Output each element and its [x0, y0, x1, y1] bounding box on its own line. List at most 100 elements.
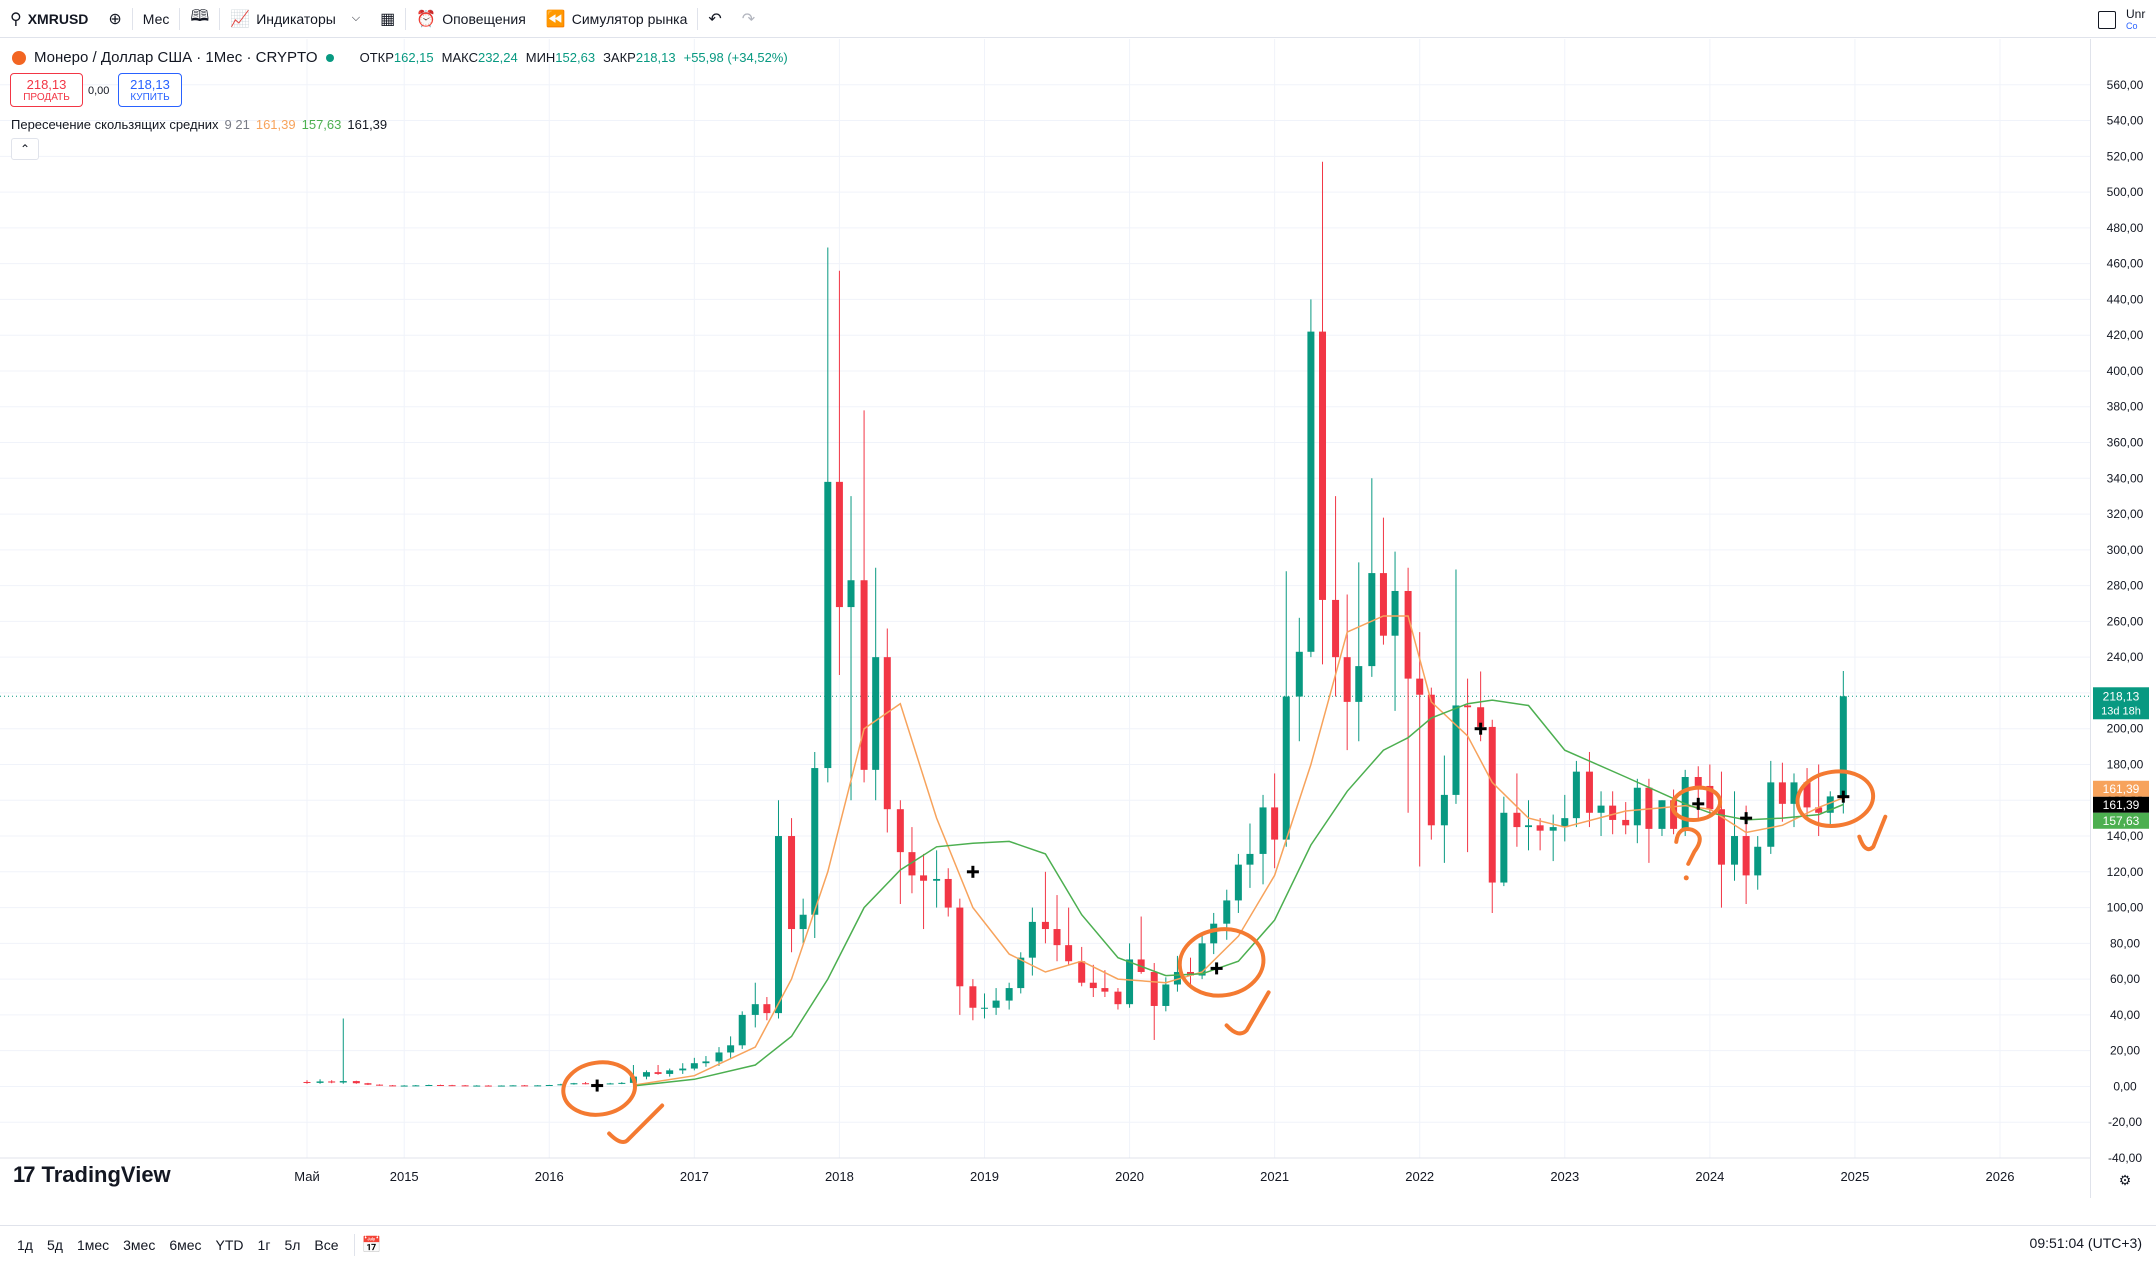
- divider: [219, 7, 221, 30]
- symbol-search[interactable]: ⚲ XMRUSD: [0, 0, 98, 37]
- candle: [1282, 571, 1290, 847]
- candle-body: [1790, 782, 1798, 804]
- chart-type-button[interactable]: 🕮: [180, 0, 219, 37]
- y-tick-label: 440,00: [2107, 292, 2144, 306]
- candle-body: [473, 1085, 481, 1087]
- indicator-value-fast: 161,39: [255, 117, 296, 132]
- range-button[interactable]: 6мес: [169, 1236, 202, 1253]
- fullscreen-checkbox[interactable]: [2098, 11, 2116, 29]
- alerts-button[interactable]: ⏰ Оповещения: [406, 0, 536, 37]
- candle: [956, 898, 964, 1015]
- candle-body: [352, 1081, 360, 1084]
- candle: [1778, 762, 1786, 822]
- candle-body: [618, 1082, 626, 1084]
- range-button[interactable]: 5л: [284, 1236, 301, 1253]
- alerts-label: Оповещения: [442, 10, 526, 27]
- candle: [1525, 800, 1533, 851]
- x-tick-label: 2018: [825, 1169, 854, 1184]
- candle-body: [1017, 957, 1025, 989]
- last-price-badge: 218,13 13d 18h: [2093, 687, 2149, 720]
- candle: [545, 1084, 553, 1087]
- divider: [131, 7, 133, 30]
- alarm-clock-icon: ⏰: [416, 10, 437, 28]
- undo-button[interactable]: ↶: [698, 0, 731, 37]
- candle: [1078, 946, 1086, 987]
- annotation-question-dot: [1683, 875, 1689, 881]
- indicator-legend[interactable]: Пересечение скользящих средних 9 21 161,…: [11, 117, 387, 132]
- candle: [1803, 768, 1811, 819]
- collapse-legend-button[interactable]: ⌃: [11, 138, 39, 160]
- candle-body: [727, 1045, 735, 1053]
- range-button[interactable]: 5д: [46, 1236, 63, 1253]
- candle: [303, 1080, 311, 1084]
- candle-body: [1319, 331, 1327, 600]
- candle-body: [1126, 959, 1134, 1005]
- candle-body: [1717, 809, 1725, 865]
- candle-body: [642, 1072, 650, 1077]
- candle-body: [992, 1000, 1000, 1008]
- range-buttons: 1д 5д 1мес 3мес 6мес YTD 1г 5л Все: [0, 1237, 346, 1253]
- candle-body: [1754, 846, 1762, 876]
- candle: [1513, 773, 1521, 847]
- candle-body: [328, 1081, 336, 1083]
- indicator-badge: 157,63: [2093, 812, 2149, 829]
- candle-body: [1778, 782, 1786, 804]
- search-icon: ⚲: [10, 10, 22, 28]
- x-tick-label: 2024: [1695, 1169, 1724, 1184]
- candle-body: [811, 768, 819, 915]
- cross-marker: [1692, 797, 1705, 810]
- candle: [461, 1085, 469, 1087]
- candle: [1694, 766, 1702, 819]
- candle-body: [412, 1085, 420, 1087]
- range-button[interactable]: 3мес: [123, 1236, 156, 1253]
- candle-body: [1452, 705, 1460, 795]
- templates-button[interactable]: ▦: [370, 0, 405, 37]
- candle-body: [1767, 782, 1775, 847]
- candle: [1223, 889, 1231, 940]
- cross-marker: [591, 1079, 604, 1092]
- y-tick-label: 520,00: [2107, 149, 2144, 163]
- legend-title[interactable]: Монеро / Доллар США · 1Мес · CRYPTO: [34, 49, 318, 66]
- candle-body: [1368, 573, 1376, 667]
- candle: [847, 496, 855, 801]
- candle-body: [1826, 796, 1834, 813]
- price-axis[interactable]: -40,00 -20,00 0,00 20,00 40,00 60,00 80,00 100,…: [2090, 39, 2156, 1198]
- indicators-label: Индикаторы: [256, 10, 336, 27]
- candle-body: [1839, 696, 1847, 797]
- range-button[interactable]: 1г: [257, 1236, 271, 1253]
- candle: [751, 982, 759, 1028]
- sell-button[interactable]: 218,13 ПРОДАТЬ: [10, 73, 83, 107]
- plus-circle-icon: ⊕: [108, 10, 122, 28]
- tradingview-logo[interactable]: 17 TradingView: [13, 1162, 171, 1188]
- replay-button[interactable]: ⏪ Симулятор рынка: [536, 0, 698, 37]
- range-button[interactable]: YTD: [215, 1236, 244, 1253]
- y-tick-label: 280,00: [2107, 579, 2144, 593]
- ohlc-values: ОТКР162,15 МАКС232,24 МИН152,63 ЗАКР218,…: [359, 50, 788, 65]
- interval-button[interactable]: Мес: [133, 0, 180, 37]
- settings-gear-icon[interactable]: ⚙: [2119, 1172, 2132, 1188]
- candle-body: [1198, 943, 1206, 976]
- divider: [179, 7, 181, 30]
- candle: [570, 1082, 578, 1085]
- range-button[interactable]: 1мес: [76, 1236, 110, 1253]
- range-button[interactable]: 1д: [17, 1236, 33, 1253]
- indicators-button[interactable]: 📈 Индикаторы ⌵: [220, 0, 370, 37]
- indicator-badge-bg: [2093, 780, 2149, 797]
- ma-fast-line: [636, 615, 1844, 1086]
- candle: [1332, 496, 1340, 697]
- range-button[interactable]: Все: [314, 1236, 339, 1253]
- candle: [1572, 760, 1580, 828]
- candle-body: [1513, 812, 1521, 828]
- candle: [774, 800, 782, 1019]
- candle-body: [1694, 777, 1702, 786]
- buy-button[interactable]: 218,13 КУПИТЬ: [118, 73, 182, 107]
- cross-marker: [1740, 812, 1753, 825]
- candle-body: [920, 875, 928, 881]
- redo-button[interactable]: ↷: [732, 0, 765, 37]
- clock[interactable]: 09:51:04 (UTC+3): [2029, 1235, 2142, 1251]
- candle-body: [376, 1084, 384, 1086]
- goto-date-button[interactable]: 📅: [355, 1235, 389, 1255]
- candlestick-chart[interactable]: Май 2015 2016 2017 2018 2019 2020 2021 2022 2023 2…: [0, 39, 2090, 1198]
- compare-button[interactable]: ⊕: [98, 0, 131, 37]
- candle: [1065, 907, 1073, 965]
